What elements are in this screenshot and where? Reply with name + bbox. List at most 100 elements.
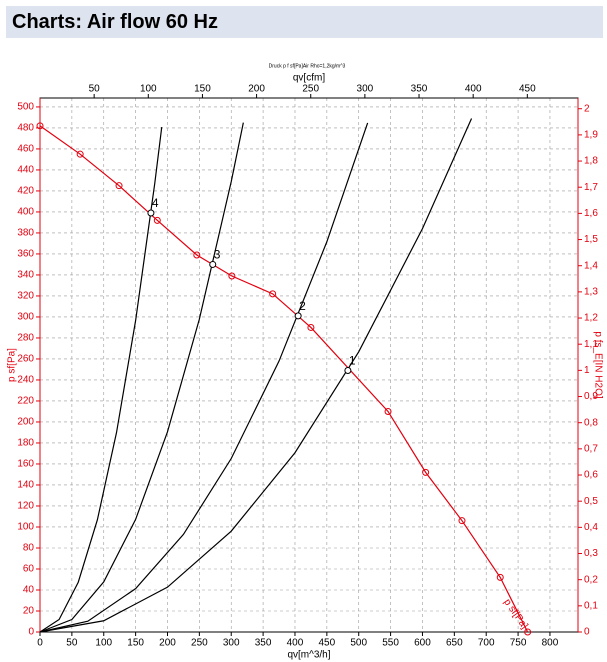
y2-tick-label: 1,1 <box>584 339 598 350</box>
series-label: p sf[Pa] <box>501 597 530 631</box>
y-tick-label: 420 <box>17 186 34 197</box>
series-marker <box>384 407 392 415</box>
page-header: Charts: Air flow 60 Hz <box>6 6 603 38</box>
y-tick-label: 160 <box>17 459 34 470</box>
y2-tick-label: 0,7 <box>584 443 598 454</box>
y2-tick-label: 0,2 <box>584 574 598 585</box>
y-tick-label: 20 <box>23 606 35 617</box>
y-tick-label: 440 <box>17 165 34 176</box>
x2-tick-label: 450 <box>519 84 536 95</box>
operating-point <box>209 260 217 268</box>
series-marker <box>153 216 161 224</box>
series-line <box>39 122 369 633</box>
series-marker <box>269 290 277 298</box>
x-tick-label: 600 <box>414 638 431 649</box>
y-tick-label: 500 <box>17 102 34 113</box>
y-tick-label: 0 <box>28 627 34 638</box>
y-tick-label: 40 <box>23 585 35 596</box>
x-tick-label: 100 <box>95 638 112 649</box>
y-tick-label: 260 <box>17 354 34 365</box>
y-tick-label: 340 <box>17 270 34 281</box>
x-tick-label: 200 <box>159 638 176 649</box>
series-marker <box>422 468 430 476</box>
series-marker <box>228 272 236 280</box>
y2-tick-label: 0,9 <box>584 391 598 402</box>
series-line <box>39 125 529 633</box>
x-tick-label: 550 <box>382 638 399 649</box>
y-tick-label: 200 <box>17 417 34 428</box>
x2-tick-label: 300 <box>357 84 374 95</box>
x-tick-label: 300 <box>223 638 240 649</box>
x-tick-label: 750 <box>510 638 527 649</box>
x2-tick-label: 50 <box>89 84 101 95</box>
y-axis-title: p sf[Pa] <box>7 348 18 382</box>
x2-axis-title: qv[cfm] <box>293 73 325 84</box>
operating-point-label: 1 <box>349 354 356 368</box>
y-tick-label: 300 <box>17 312 34 323</box>
operating-point <box>147 209 155 217</box>
y2-tick-label: 0,4 <box>584 522 598 533</box>
y-tick-label: 360 <box>17 249 34 260</box>
x-tick-label: 350 <box>255 638 272 649</box>
y2-tick-label: 1,5 <box>584 234 598 245</box>
x-tick-label: 800 <box>542 638 559 649</box>
x-tick-label: 50 <box>66 638 78 649</box>
x2-tick-label: 100 <box>140 84 157 95</box>
y-tick-label: 100 <box>17 522 34 533</box>
y2-tick-label: 1,8 <box>584 156 598 167</box>
y-tick-label: 140 <box>17 480 34 491</box>
y2-tick-label: 0,5 <box>584 496 598 507</box>
x-tick-label: 500 <box>350 638 367 649</box>
operating-point <box>294 312 302 320</box>
x2-tick-label: 400 <box>465 84 482 95</box>
y-tick-label: 380 <box>17 228 34 239</box>
operating-point-label: 2 <box>299 299 306 313</box>
operating-point-label: 3 <box>214 248 221 262</box>
y2-tick-label: 0,1 <box>584 600 598 611</box>
y2-tick-label: 1 <box>584 365 590 376</box>
series-line <box>39 118 473 633</box>
y-tick-label: 240 <box>17 375 34 386</box>
y-tick-label: 320 <box>17 291 34 302</box>
y-tick-label: 180 <box>17 438 34 449</box>
chart-subtitle: Druck p f sf[Pa]Air Rho=1,2kg/m^3 <box>269 63 346 69</box>
x-tick-label: 250 <box>191 638 208 649</box>
y-tick-label: 220 <box>17 396 34 407</box>
operating-point <box>344 367 352 375</box>
y2-tick-label: 1,3 <box>584 287 598 298</box>
y-tick-label: 400 <box>17 207 34 218</box>
y-tick-label: 120 <box>17 501 34 512</box>
y-tick-label: 480 <box>17 123 34 134</box>
x-tick-label: 700 <box>478 638 495 649</box>
operating-point-label: 4 <box>152 196 159 210</box>
y2-tick-label: 1,6 <box>584 208 598 219</box>
x2-tick-label: 350 <box>411 84 428 95</box>
series-marker <box>458 517 466 525</box>
y2-tick-label: 0,6 <box>584 470 598 481</box>
y-tick-label: 80 <box>23 543 35 554</box>
series-line <box>39 127 163 633</box>
y2-tick-label: 1,7 <box>584 182 598 193</box>
y-tick-label: 60 <box>23 564 35 575</box>
x2-tick-label: 250 <box>302 84 319 95</box>
x2-tick-label: 200 <box>248 84 265 95</box>
y2-tick-label: 0 <box>584 627 590 638</box>
y-tick-label: 280 <box>17 333 34 344</box>
y2-axis-title: p fs_E[IN H2O] <box>592 331 603 398</box>
series-marker <box>307 323 315 331</box>
y2-tick-label: 1,9 <box>584 130 598 141</box>
y2-tick-label: 2 <box>584 103 590 114</box>
x-tick-label: 450 <box>319 638 336 649</box>
x-axis-title: qv[m^3/h] <box>287 650 330 661</box>
y2-tick-label: 0,8 <box>584 417 598 428</box>
series-marker <box>36 122 44 130</box>
x2-tick-label: 150 <box>194 84 211 95</box>
y2-tick-label: 0,3 <box>584 548 598 559</box>
series-marker <box>524 628 532 636</box>
series-marker <box>193 251 201 259</box>
y2-tick-label: 1,2 <box>584 313 598 324</box>
plot-frame <box>39 97 579 633</box>
series-marker <box>496 573 504 581</box>
x-tick-label: 150 <box>127 638 144 649</box>
